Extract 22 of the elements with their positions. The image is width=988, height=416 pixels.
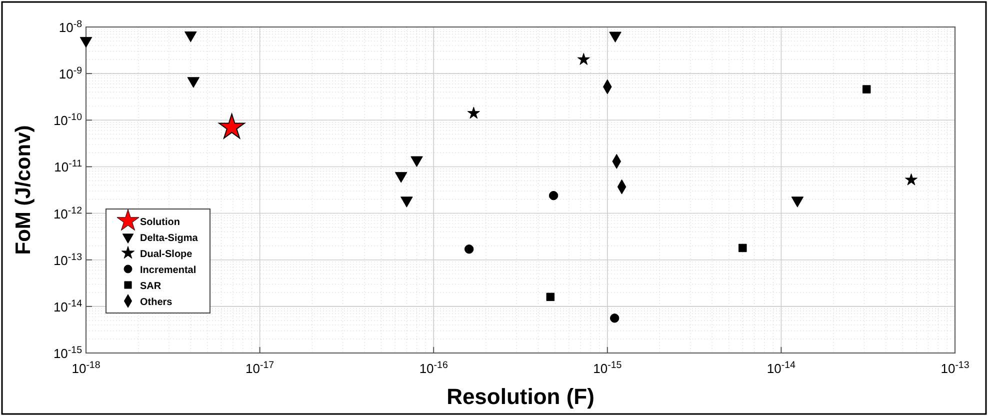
y-tick-label: 10$^{-10}$ [53, 112, 83, 128]
x-tick-label: 10$^{-14}$ [766, 360, 796, 376]
x-tick-label: 10$^{-17}$ [246, 360, 274, 376]
legend-label: Others [140, 297, 173, 308]
y-tick-label: 10$^{-8}$ [58, 18, 82, 35]
x-tick-label: 10$^{-16}$ [419, 360, 448, 376]
y-tick-label: 10$^{-11}$ [54, 158, 82, 175]
x-axis-title: Resolution (F) [446, 384, 594, 409]
legend-label: Delta-Sigma [140, 233, 198, 244]
x-tick-label: 10$^{-13}$ [940, 360, 970, 376]
x-tick-label: 10$^{-15}$ [593, 360, 622, 376]
y-tick-label: 10$^{-15}$ [53, 344, 83, 361]
y-axis-title: FoM (J/conv) [12, 125, 35, 255]
y-tick-label: 10$^{-14}$ [53, 298, 83, 314]
legend-label: Dual-Slope [140, 249, 193, 260]
y-tick-label: 10$^{-9}$ [58, 65, 82, 82]
x-tick-label: 10$^{-18}$ [72, 360, 100, 376]
legend-label: Solution [140, 217, 180, 228]
y-tick-label: 10$^{-13}$ [53, 251, 82, 268]
legend-label: SAR [140, 281, 162, 292]
y-tick-label: 10$^{-12}$ [53, 204, 82, 222]
legend-label: Incremental [140, 265, 196, 276]
